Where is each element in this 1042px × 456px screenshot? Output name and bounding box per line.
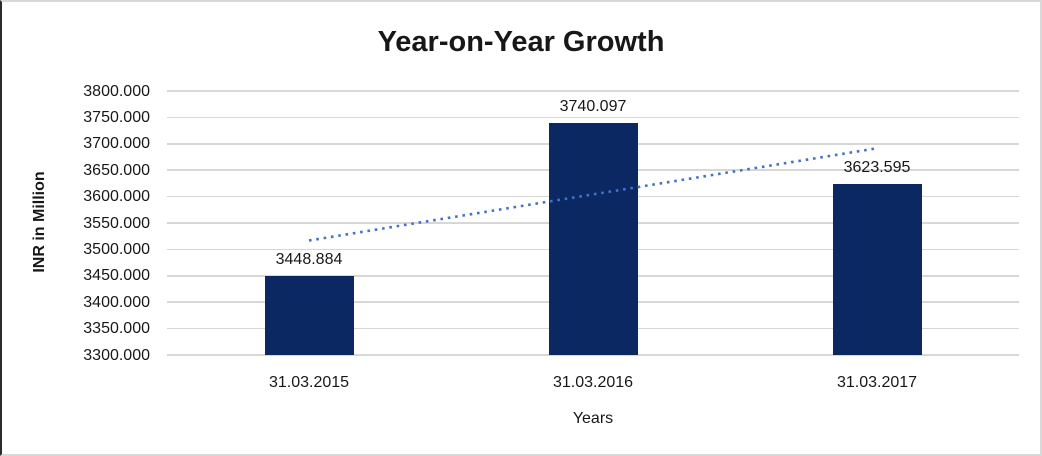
- x-tick-label: 31.03.2016: [552, 374, 634, 391]
- y-tick-label: 3800.000: [83, 82, 150, 100]
- y-tick-label: 3500.000: [83, 240, 150, 258]
- y-tick-label: 3450.000: [83, 267, 150, 285]
- bar-value-label: 3623.595: [843, 159, 911, 177]
- gridline: [167, 90, 1019, 92]
- y-tick-label: 3750.000: [83, 108, 150, 126]
- x-tick-label: 31.03.2017: [836, 374, 918, 391]
- y-tick-label: 3400.000: [83, 293, 150, 311]
- bar: [548, 122, 638, 355]
- gridline: [167, 354, 1019, 356]
- x-tick-label: 31.03.2015: [268, 374, 350, 391]
- y-tick-label: 3300.000: [83, 346, 150, 364]
- bar-value-label: 3740.097: [559, 97, 627, 115]
- x-axis-title: Years: [572, 410, 614, 427]
- gridline: [167, 116, 1019, 119]
- bar: [832, 184, 922, 355]
- y-tick-label: 3650.000: [83, 161, 150, 179]
- bar-value-label: 3448.884: [275, 251, 343, 269]
- y-tick-label: 3600.000: [83, 188, 150, 206]
- y-tick-label: 3350.000: [83, 320, 150, 338]
- bar: [264, 276, 354, 355]
- y-tick-label: 3700.000: [83, 135, 150, 153]
- y-tick-label: 3550.000: [83, 214, 150, 232]
- chart-title: Year-on-Year Growth: [377, 26, 665, 58]
